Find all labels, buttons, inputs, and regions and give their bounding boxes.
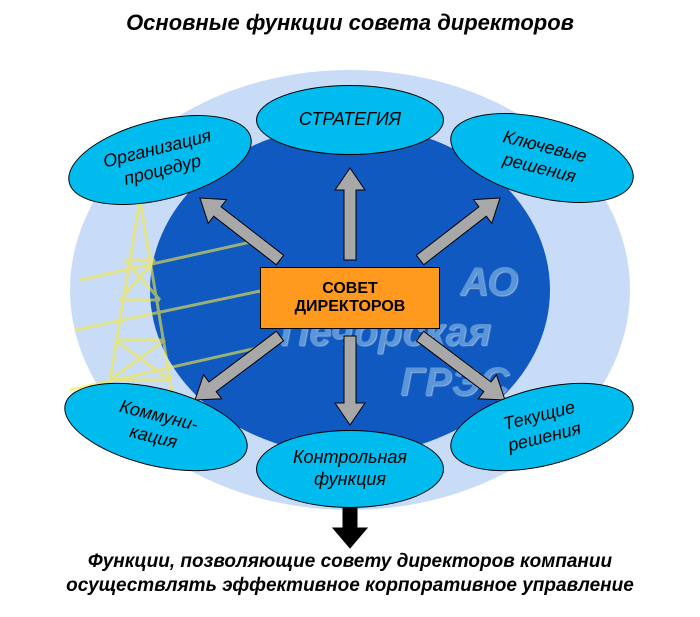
center-line2: ДИРЕКТОРОВ — [261, 298, 439, 316]
center-line1: СОВЕТ — [261, 280, 439, 298]
node-control: Контрольнаяфункция — [256, 430, 444, 508]
node-control-label2: функция — [314, 469, 386, 491]
node-strategy: СТРАТЕГИЯ — [256, 85, 444, 155]
center-box: СОВЕТ ДИРЕКТОРОВ — [260, 267, 440, 329]
node-strategy-label1: СТРАТЕГИЯ — [299, 109, 401, 131]
node-control-label1: Контрольная — [293, 447, 407, 469]
